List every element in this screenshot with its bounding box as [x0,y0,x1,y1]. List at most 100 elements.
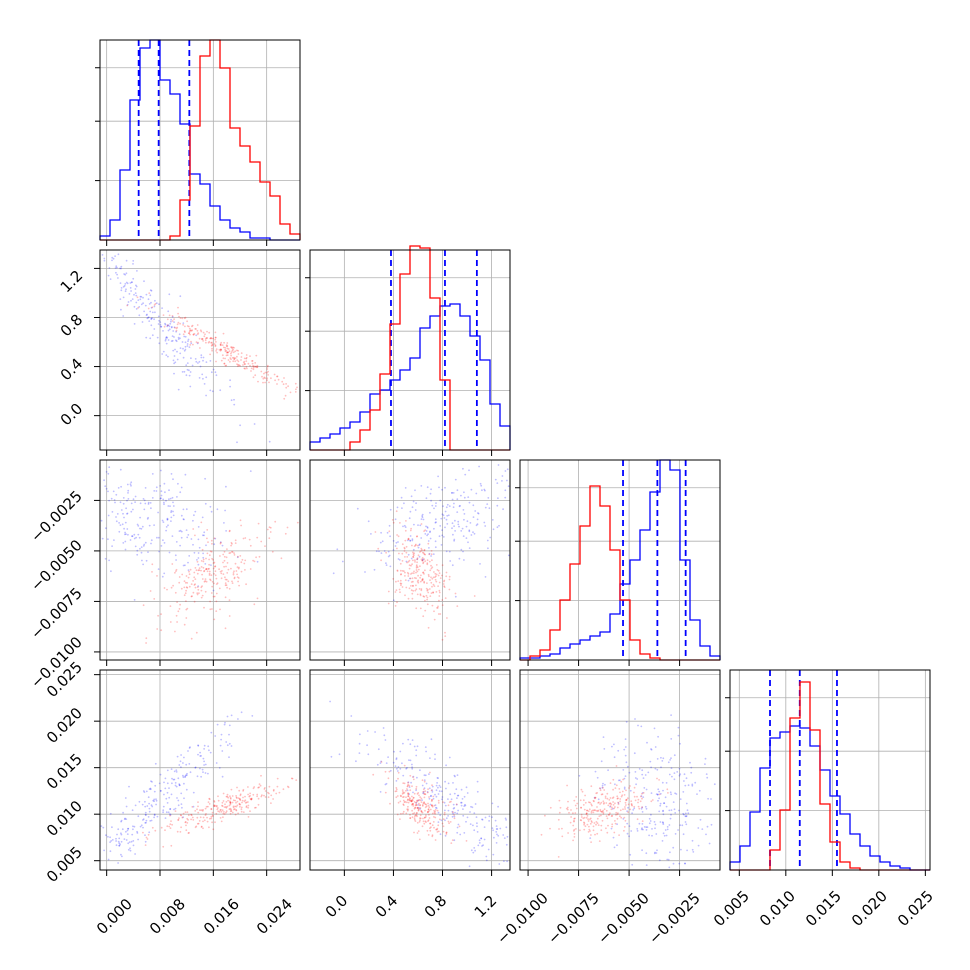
sample-point [635,783,637,786]
sample-point [415,754,418,757]
panel-frame-0-0 [99,39,301,241]
sample-point [469,823,472,825]
sample-point [181,806,183,809]
sample-point [484,506,487,509]
sample-point [250,798,253,801]
sample-point [123,516,125,519]
sample-point [427,626,430,629]
sample-point [425,750,427,753]
sample-point [191,816,194,819]
sample-point [451,839,454,841]
sample-point [419,576,421,579]
sample-point [172,478,174,481]
sample-point [147,316,150,319]
sample-point [677,734,680,737]
sample-point [108,267,111,269]
sample-point [416,535,418,538]
sample-point [191,329,194,331]
sample-point [154,829,157,832]
sample-point [428,810,431,812]
sample-point [132,825,134,828]
sample-point [128,785,130,788]
sample-point [618,788,621,790]
sample-point [615,765,618,767]
sample-point [453,839,456,842]
sample-point [120,820,122,823]
sample-point [470,849,473,852]
sample-point [408,784,411,787]
sample-point [409,799,412,802]
sample-point [208,574,211,576]
sample-point [387,777,390,780]
sample-point [415,607,418,610]
sample-point [596,817,599,820]
sample-point [264,790,267,792]
sample-point [202,757,205,760]
sample-point [194,766,197,769]
sample-point [385,564,388,566]
sample-point [591,809,594,812]
sample-point [223,550,226,553]
sample-point [599,808,602,811]
sample-point [157,511,160,514]
sample-point [246,367,248,370]
sample-point [417,554,420,557]
sample-point [219,349,222,352]
sample-point [161,575,164,578]
sample-point [610,808,613,811]
sample-point [684,812,687,815]
sample-point [355,760,357,763]
sample-point [679,798,682,800]
sample-point [168,293,171,296]
sample-point [170,820,172,822]
sample-point [183,594,186,597]
sample-point [206,337,209,339]
sample-point [198,569,201,571]
sample-point [181,816,184,819]
sample-point [437,605,439,608]
sample-point [414,806,416,809]
sample-point [431,805,434,808]
sample-point [125,507,127,510]
sample-point [111,511,114,513]
sample-point [233,346,235,349]
sample-point [434,576,436,578]
sample-point [139,298,142,301]
sample-point [662,832,665,835]
sample-point [576,802,579,805]
sample-point [132,508,134,511]
sample-point [440,517,443,520]
sample-point [220,810,223,813]
sample-point [600,814,602,817]
sample-point [419,593,422,596]
sample-point [402,812,404,815]
sample-point [686,849,688,852]
sample-point [415,814,418,817]
sample-point [190,357,192,360]
sample-point [427,788,429,791]
sample-point [156,575,158,577]
sample-point [590,811,593,814]
sample-point [636,818,639,821]
sample-point [224,576,226,579]
sample-point [452,803,455,806]
sample-point [436,569,439,571]
sample-point [264,787,266,789]
sample-point [387,555,390,558]
sample-point [171,335,174,337]
sample-point [287,786,290,789]
sample-point [156,628,159,630]
sample-point [228,615,231,617]
sample-point [122,502,125,505]
sample-point [470,488,473,491]
sample-point [438,572,441,574]
sample-point [376,763,379,766]
sample-point [480,837,483,840]
sample-point [412,554,415,557]
panel-frame-1-1 [309,249,511,451]
sample-point [255,806,257,809]
sample-point [244,799,247,802]
sample-point [590,834,592,836]
sample-point [202,556,205,559]
sample-point [145,821,147,824]
